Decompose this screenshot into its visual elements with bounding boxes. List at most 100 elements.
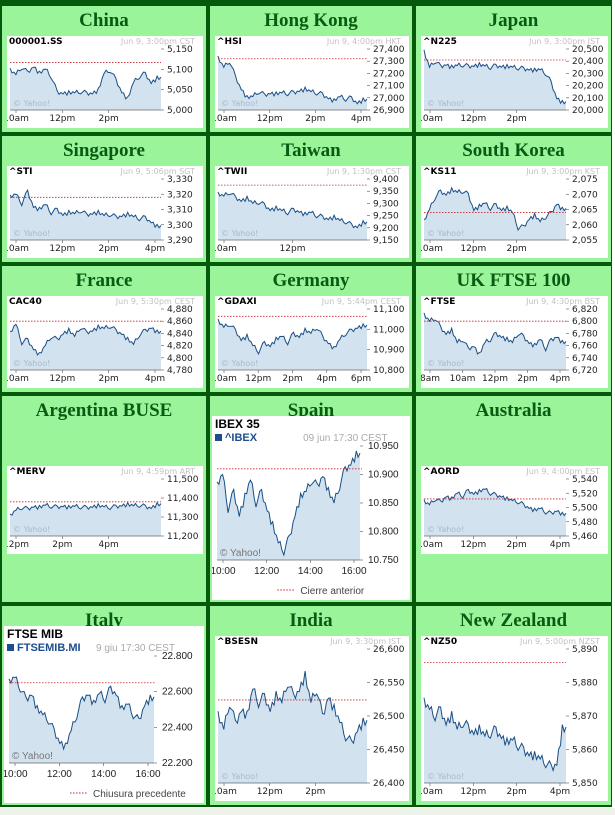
market-cell-france[interactable]: France CAC40 Jun 9, 5:30pm CEST 4,880 4,860 4… <box>1 265 207 393</box>
chart-panel[interactable]: ^GDAXI Jun 9, 5:44pm CEST 11,100 11,000 10,9… <box>215 296 409 388</box>
chart-panel[interactable]: ^BSESN Jun 9, 3:30pm IST 26,600 26,550 26,50… <box>215 636 409 801</box>
y-tick-label: 2,055 <box>572 236 598 246</box>
chart-panel[interactable]: ^AORD Jun 9, 4:00pm EST 5,540 5,520 5,500 5,4… <box>421 466 608 554</box>
x-tick-label: 14:00 <box>298 566 323 577</box>
chart-panel[interactable]: ^TWII Jun 9, 1:30pm CST 9,400 9,350 9,300 9,2… <box>215 166 409 258</box>
chart-panel[interactable]: ^KS11 Jun 9, 3:00pm KST 2,075 2,070 2,065 2,0… <box>421 166 608 258</box>
chart-panel[interactable]: ^NZ50 Jun 9, 5:00pm NZST 5,890 5,880 5,870 5,… <box>421 636 608 801</box>
y-tick-label: 22.400 <box>162 722 193 733</box>
chart-panel[interactable]: FTSE MIB FTSEMIB.MI 9 giu 17:30 CEST 22.800… <box>4 626 204 803</box>
chart-datetime: Jun 9, 1:30pm CST <box>326 167 401 176</box>
x-tick-label: 4pm <box>99 540 119 550</box>
market-cell-south-korea[interactable]: South Korea ^KS11 Jun 9, 3:00pm KST 2,075 2,… <box>415 135 612 263</box>
price-line <box>217 670 368 745</box>
x-tick-label: 2pm <box>507 244 527 254</box>
y-tick-label: 10,800 <box>373 366 405 376</box>
price-area <box>218 319 367 370</box>
y-tick-label: 10.800 <box>368 527 399 538</box>
market-title: Australia <box>475 400 552 421</box>
price-area <box>424 49 566 110</box>
symbol-label: ^GDAXI <box>217 297 257 307</box>
symbol-link[interactable]: FTSEMIB.MI <box>17 642 81 654</box>
market-cell-hong-kong[interactable]: Hong Kong ^HSI Jun 9, 4:00pm HKT 27,400 27,3… <box>209 5 413 133</box>
x-tick-label: 12pm <box>7 540 29 550</box>
price-line <box>9 188 162 229</box>
price-line <box>423 186 567 232</box>
x-tick-label: 12pm <box>49 114 75 124</box>
y-tick-label: 5,460 <box>572 532 598 542</box>
price-line <box>217 55 368 105</box>
y-tick-label: 26,600 <box>373 645 405 655</box>
market-title: South Korea <box>462 140 565 161</box>
page-footer <box>0 808 615 815</box>
yahoo-watermark: © Yahoo! <box>221 772 258 781</box>
x-tick-label: 2pm <box>507 787 527 797</box>
chart-panel[interactable]: ^FTSE Jun 9, 4:30pm BST 6,820 6,800 6,780 6,7… <box>421 296 608 388</box>
symbol-label: CAC40 <box>9 297 42 307</box>
chart-panel[interactable]: CAC40 Jun 9, 5:30pm CEST 4,880 4,860 4,840 4,… <box>7 296 203 388</box>
market-title: Hong Kong <box>264 10 358 31</box>
market-cell-germany[interactable]: Germany ^GDAXI Jun 9, 5:44pm CEST 11,100 11,… <box>209 265 413 393</box>
y-tick-label: 22.200 <box>162 758 193 769</box>
x-tick-label: 10am <box>421 114 443 124</box>
market-cell-argentina-buse[interactable]: Argentina BUSE ^MERV Jun 9, 4:59pm ART 11,5… <box>1 395 207 603</box>
x-tick-label: 12pm <box>257 114 283 124</box>
y-tick-label: 9,150 <box>373 236 399 246</box>
symbol-label: ^N225 <box>423 37 457 47</box>
chart-panel[interactable]: 000001.SS Jun 9, 3:00pm CST 5,150 5,100 5,05… <box>7 36 203 128</box>
y-tick-label: 10.950 <box>368 441 399 452</box>
symbol-label: ^NZ50 <box>423 637 457 647</box>
price-area <box>9 677 154 763</box>
x-tick-label: 4pm <box>317 374 337 384</box>
chart-panel[interactable]: ^N225 Jun 9, 3:00pm JST 20,500 20,400 20,300… <box>421 36 608 128</box>
yahoo-watermark: © Yahoo! <box>220 548 261 559</box>
y-tick-label: 26,450 <box>373 746 405 756</box>
symbol-link[interactable]: ^IBEX <box>225 432 258 444</box>
yahoo-watermark: © Yahoo! <box>221 359 258 368</box>
x-tick-label: 10am <box>7 114 29 124</box>
market-cell-china[interactable]: China 000001.SS Jun 9, 3:00pm CST 5,150 5,10… <box>1 5 207 133</box>
symbol-label: ^STI <box>9 167 33 177</box>
y-tick-label: 6,760 <box>572 342 598 352</box>
y-tick-label: 9,300 <box>373 199 399 209</box>
chart-datetime: Jun 9, 3:30pm IST <box>329 637 401 646</box>
x-tick-label: 10am <box>421 540 443 550</box>
market-cell-spain[interactable]: Spain IBEX 35 ^IBEX 09 jun 17:30 CEST 10.950… <box>209 395 413 603</box>
chart-panel[interactable]: ^MERV Jun 9, 4:59pm ART 11,500 11,400 11,300… <box>7 466 203 554</box>
y-tick-label: 20,300 <box>572 69 604 79</box>
market-title: Spain <box>287 400 335 421</box>
market-cell-uk-ftse-100[interactable]: UK FTSE 100 ^FTSE Jun 9, 4:30pm BST 6,820 6,… <box>415 265 612 393</box>
chart-title: IBEX 35 <box>215 417 260 431</box>
x-tick-label: 12pm <box>460 540 486 550</box>
chart-panel[interactable]: ^HSI Jun 9, 4:00pm HKT 27,400 27,300 27,200 2… <box>215 36 409 128</box>
y-tick-label: 5,870 <box>572 712 598 722</box>
chart-legend: Cierre anterior <box>300 586 365 597</box>
chart-datetime: Jun 9, 4:59pm ART <box>120 467 195 476</box>
x-tick-label: 2pm <box>305 787 325 797</box>
market-cell-australia[interactable]: Australia ^AORD Jun 9, 4:00pm EST 5,540 5,52… <box>415 395 612 603</box>
market-cell-singapore[interactable]: Singapore ^STI Jun 9, 5:06pm SGT 3,330 3,320… <box>1 135 207 263</box>
x-tick-label: 2pm <box>305 114 325 124</box>
market-cell-italy[interactable]: Italy FTSE MIB FTSEMIB.MI 9 giu 17:30 CEST 2… <box>1 605 207 806</box>
market-cell-india[interactable]: India ^BSESN Jun 9, 3:30pm IST 26,600 26,550… <box>209 605 413 806</box>
x-tick-label: 8am <box>421 374 440 384</box>
yahoo-watermark: © Yahoo! <box>13 359 50 368</box>
yahoo-watermark: © Yahoo! <box>427 772 464 781</box>
market-cell-new-zealand[interactable]: New Zealand ^NZ50 Jun 9, 5:00pm NZST 5,890 5… <box>415 605 612 806</box>
market-cell-japan[interactable]: Japan ^N225 Jun 9, 3:00pm JST 20,500 20,400 2… <box>415 5 612 133</box>
market-cell-taiwan[interactable]: Taiwan ^TWII Jun 9, 1:30pm CST 9,400 9,350 9,… <box>209 135 413 263</box>
yahoo-watermark: © Yahoo! <box>221 229 258 238</box>
y-tick-label: 9,250 <box>373 212 399 222</box>
chart-panel[interactable]: ^STI Jun 9, 5:06pm SGT 3,330 3,320 3,310 3,30… <box>7 166 203 258</box>
price-line <box>9 501 162 516</box>
market-title: India <box>289 610 333 631</box>
chart-panel[interactable]: IBEX 35 ^IBEX 09 jun 17:30 CEST 10.950 10.90… <box>212 416 410 600</box>
price-line <box>217 318 368 356</box>
chart-legend: Chiusura precedente <box>93 789 186 800</box>
